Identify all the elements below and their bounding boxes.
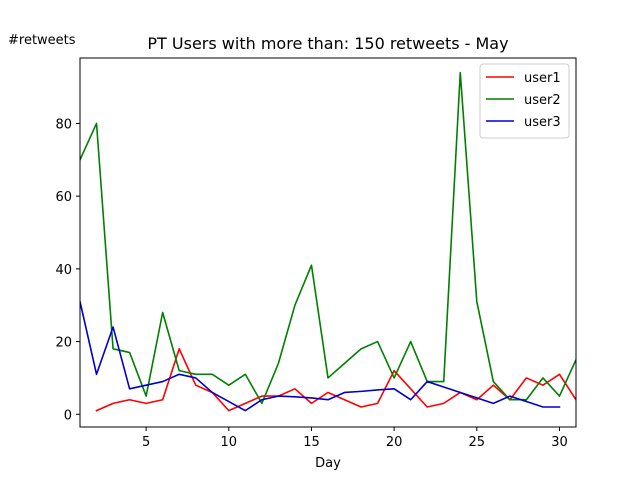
x-axis-label: Day <box>315 456 341 471</box>
y-tick-label: 40 <box>55 263 72 278</box>
plot-frame <box>79 57 577 428</box>
tick-layer: 5 10 15 20 25 30 0 20 40 60 80 <box>55 117 567 450</box>
legend-box <box>479 63 570 139</box>
series-line-user2 <box>80 71 576 405</box>
y-tick-label: 20 <box>55 336 72 351</box>
y-axis-label: #retweets <box>8 33 76 48</box>
x-tick-label: 25 <box>469 435 486 450</box>
series-line-user3 <box>80 300 561 412</box>
y-tick-label: 60 <box>55 190 72 205</box>
legend-label-user3: user3 <box>524 115 561 130</box>
chart-title: PT Users with more than: 150 retweets - … <box>147 34 508 53</box>
legend: user1 user2 user3 <box>479 63 570 139</box>
x-tick-label: 15 <box>303 435 320 450</box>
series-layer <box>80 71 576 412</box>
legend-label-user2: user2 <box>524 93 561 108</box>
legend-label-user1: user1 <box>524 71 561 86</box>
x-tick-label: 30 <box>551 435 568 450</box>
x-tick-label: 10 <box>221 435 238 450</box>
y-tick-label: 0 <box>64 408 72 423</box>
x-tick-label: 5 <box>142 435 150 450</box>
x-tick-label: 20 <box>386 435 403 450</box>
y-tick-label: 80 <box>55 117 72 132</box>
